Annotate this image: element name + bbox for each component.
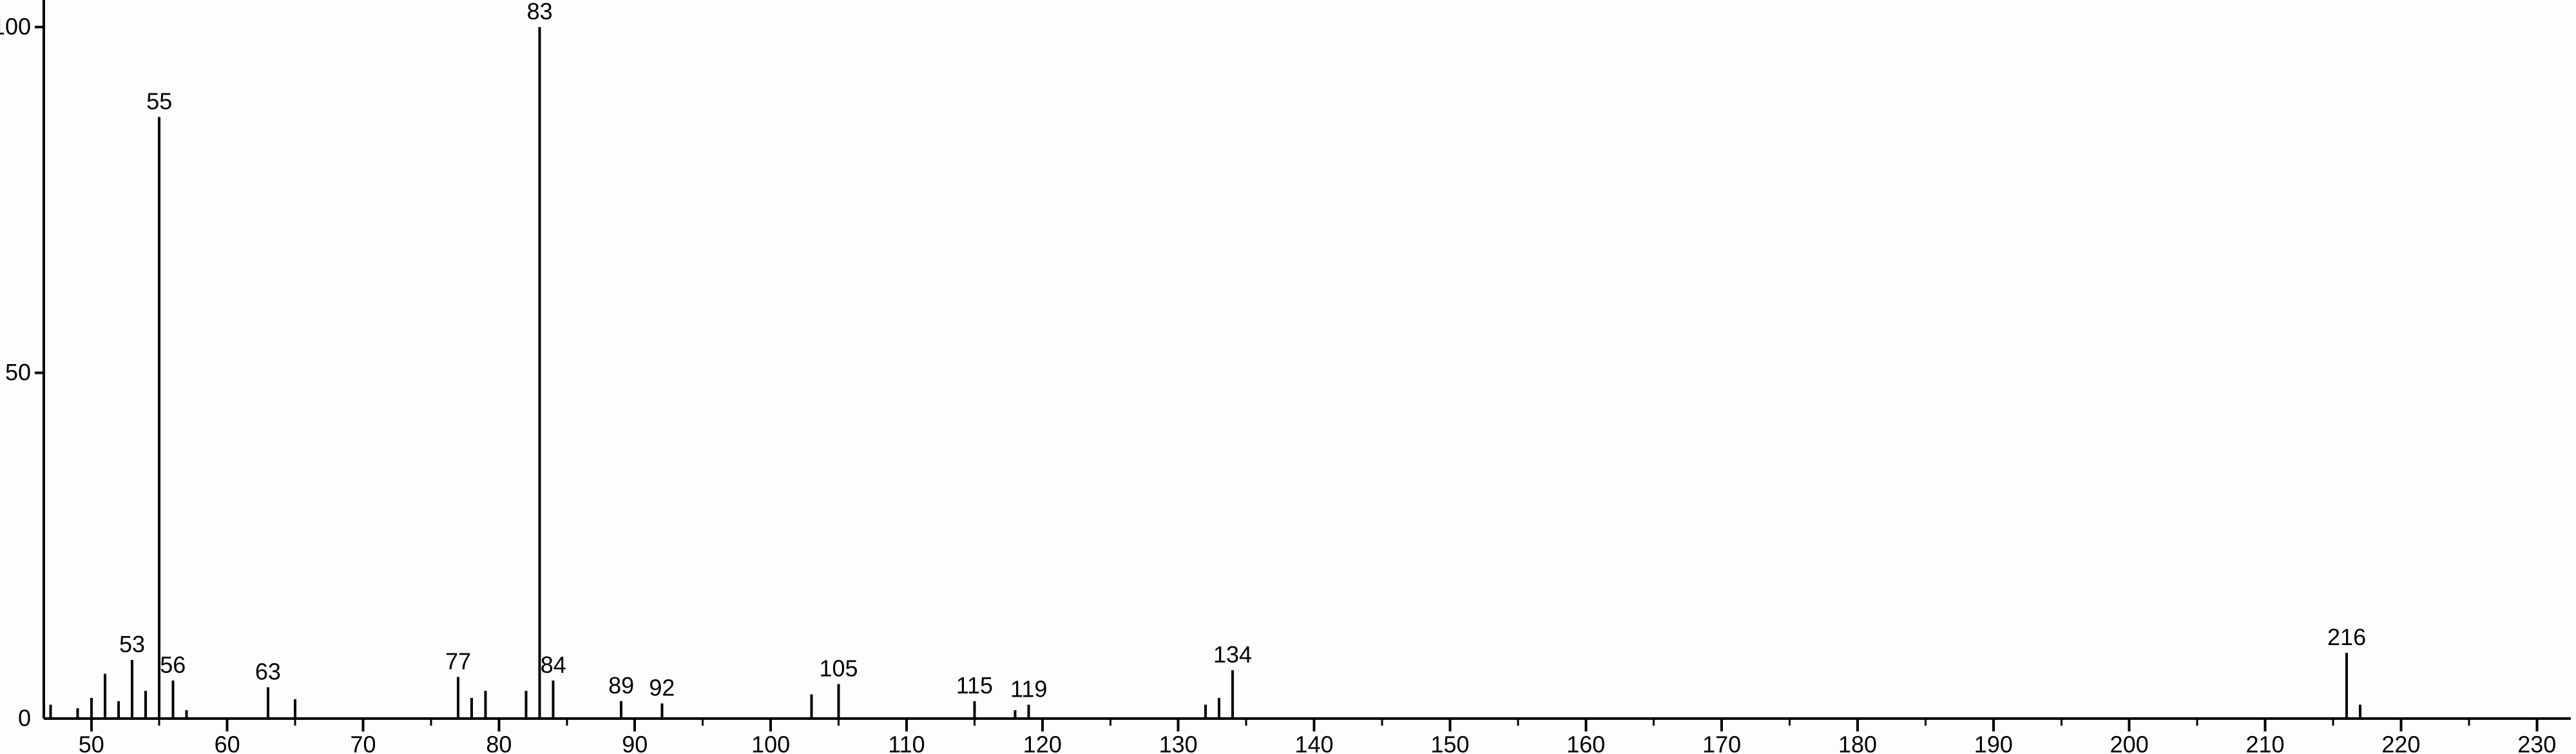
x-tick-label: 170	[1702, 731, 1741, 754]
x-tick-label: 70	[350, 731, 376, 754]
peak-mz-label: 84	[541, 652, 566, 678]
x-tick-label: 220	[2381, 731, 2420, 754]
peak-mz-label: 83	[527, 0, 553, 24]
x-tick-label: 120	[1023, 731, 1062, 754]
peak-mz-label: 105	[819, 655, 858, 681]
peak-mz-label: 92	[649, 674, 675, 701]
x-tick-label: 110	[888, 731, 925, 754]
y-tick-label: 0	[18, 705, 31, 731]
peak-series-group	[49, 27, 2362, 719]
x-tick-label: 160	[1566, 731, 1605, 754]
y-tick-label: 50	[5, 359, 31, 385]
peak-mz-label: 63	[255, 659, 281, 685]
x-tick-label: 210	[2246, 731, 2285, 754]
x-tick-label: 50	[79, 731, 104, 754]
peak-mz-label: 55	[146, 88, 172, 114]
peak-mz-label: 119	[1010, 676, 1047, 702]
peak-mz-label: 56	[160, 652, 186, 678]
x-tick-label: 130	[1159, 731, 1198, 754]
x-tick-label: 90	[622, 731, 648, 754]
x-tick-label: 140	[1295, 731, 1334, 754]
peak-mz-label: 216	[2327, 624, 2366, 650]
peak-mz-label: 134	[1213, 641, 1252, 668]
peak-annotation-group: 53 55 56 63 77 83 84 89 92 105 115 119 134 216	[119, 0, 2366, 702]
y-axis-group: 0 50 100	[0, 0, 45, 731]
y-tick-label: 100	[0, 14, 31, 40]
x-axis-group: 50 60 70 80 90 100 110 120 130 140 150 160 170 180 190…	[44, 717, 2571, 754]
x-tick-label: 190	[1974, 731, 2013, 754]
x-tick-label: 100	[751, 731, 790, 754]
x-tick-label: 150	[1430, 731, 1469, 754]
x-tick-label: 200	[2110, 731, 2149, 754]
peak-mz-label: 89	[608, 672, 634, 699]
x-tick-label: 60	[215, 731, 240, 754]
peak-mz-label: 115	[956, 672, 993, 699]
peak-mz-label: 77	[445, 648, 471, 675]
peak-mz-label: 53	[119, 631, 145, 657]
x-tick-label: 180	[1838, 731, 1877, 754]
x-tick-label: 80	[486, 731, 512, 754]
x-tick-label: 230	[2517, 731, 2556, 754]
